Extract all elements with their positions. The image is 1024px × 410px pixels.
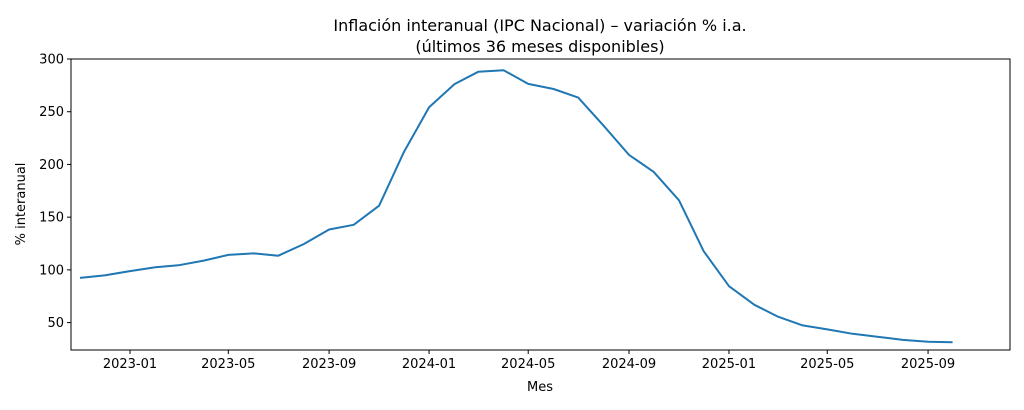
x-axis: 2023-01 2023-05 2023-09 2024-01 2024-05 2024-… bbox=[103, 350, 955, 372]
y-axis: 50 100 150 200 250 300 bbox=[39, 53, 71, 331]
x-tick-label: 2023-09 bbox=[302, 357, 356, 372]
y-tick-label: 300 bbox=[39, 53, 64, 68]
y-tick-label: 100 bbox=[39, 263, 64, 278]
plot-area-frame bbox=[70, 58, 1011, 351]
series-line bbox=[79, 69, 953, 344]
x-tick-label: 2024-05 bbox=[501, 357, 555, 372]
chart-subtitle: (últimos 36 meses disponibles) bbox=[415, 37, 664, 56]
series-layer bbox=[79, 69, 953, 344]
x-tick-label: 2023-05 bbox=[201, 357, 255, 372]
y-tick-label: 150 bbox=[39, 211, 64, 226]
x-tick-label: 2024-09 bbox=[602, 357, 656, 372]
x-tick-label: 2023-01 bbox=[103, 357, 157, 372]
x-tick-label: 2025-05 bbox=[800, 357, 854, 372]
x-tick-label: 2025-01 bbox=[702, 357, 756, 372]
x-axis-label: Mes bbox=[527, 380, 553, 395]
y-tick-label: 200 bbox=[39, 158, 64, 173]
chart-title: Inflación interanual (IPC Nacional) – va… bbox=[333, 16, 746, 35]
x-tick-label: 2024-01 bbox=[402, 357, 456, 372]
y-tick-label: 50 bbox=[47, 316, 64, 331]
x-tick-label: 2025-09 bbox=[901, 357, 955, 372]
y-tick-label: 250 bbox=[39, 105, 64, 120]
y-axis-label: % interanual bbox=[14, 163, 29, 246]
